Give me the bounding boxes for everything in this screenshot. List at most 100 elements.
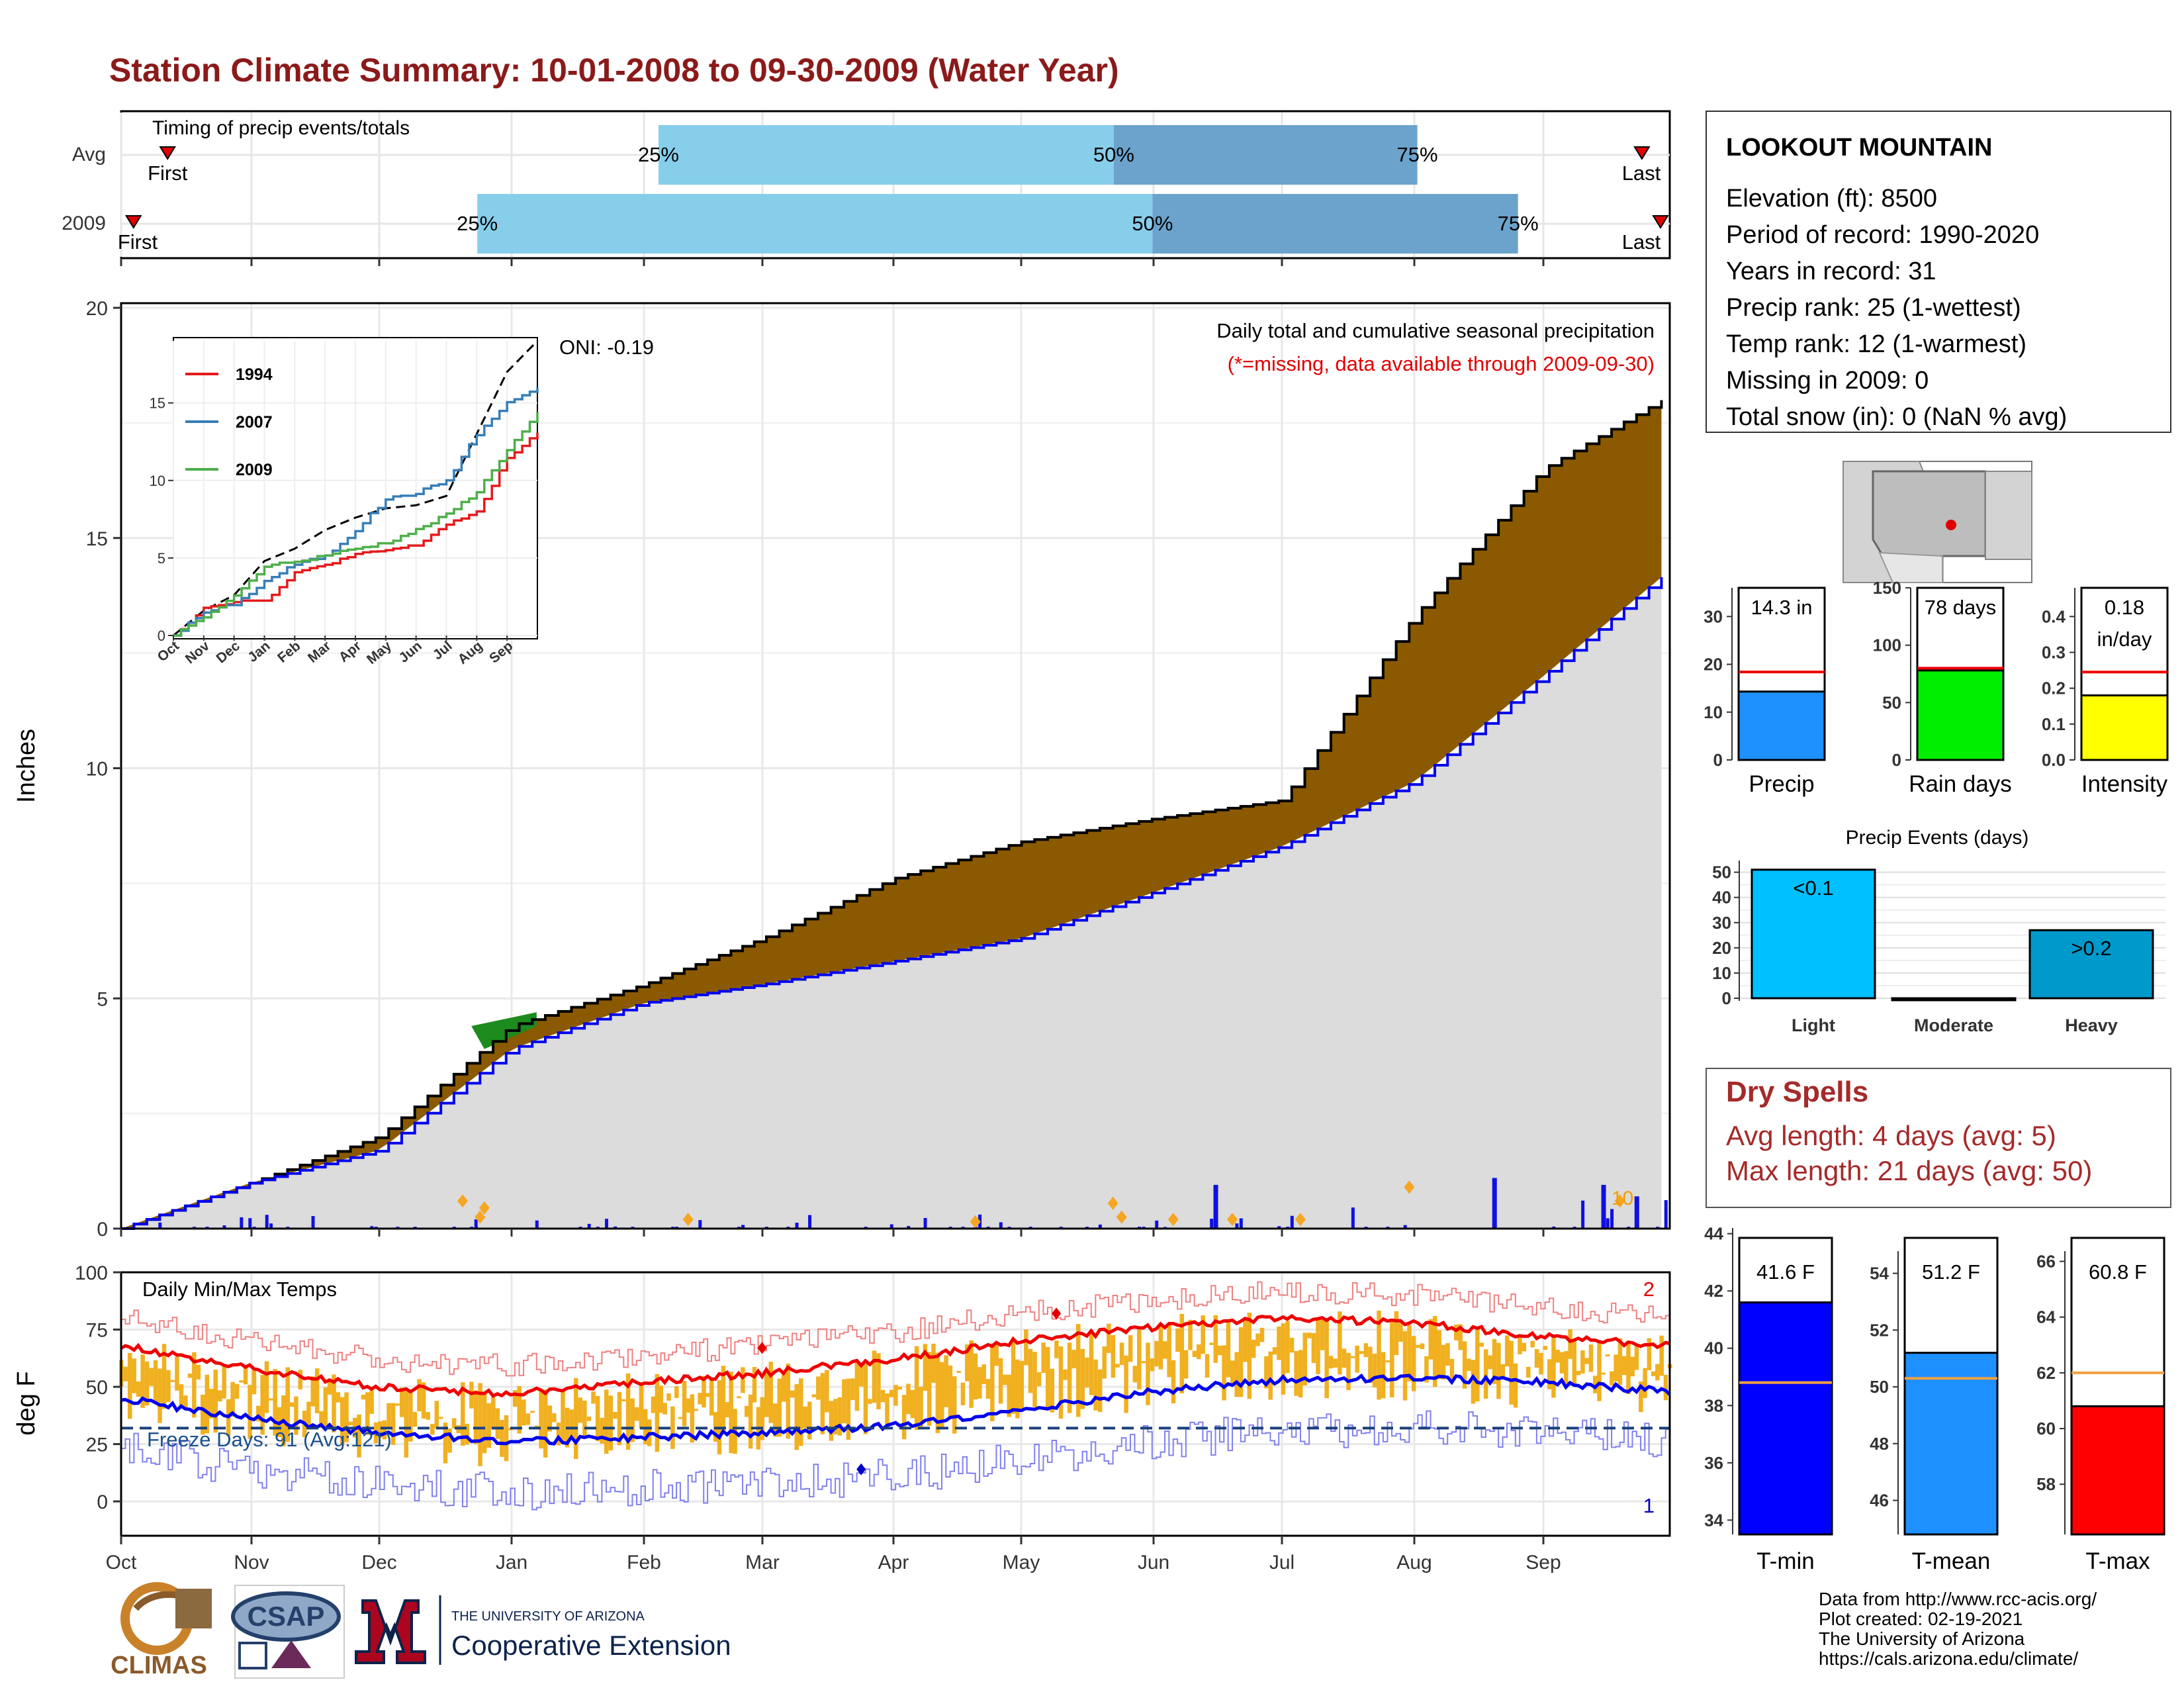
daily-temp-range-bar [1398, 1321, 1403, 1342]
daily-temp-range-bar [651, 1396, 656, 1413]
mini-bar-value-label-2: in/day [2097, 628, 2152, 651]
daily-temp-range-bar [209, 1388, 214, 1419]
daily-temp-range-bar [1167, 1325, 1171, 1378]
timing-label-25: 25% [457, 212, 498, 235]
daily-temp-range-bar [1530, 1340, 1535, 1348]
daily-precip-bar [265, 1215, 269, 1229]
daily-temp-range-bar [1226, 1319, 1231, 1378]
daily-temp-range-bar [1534, 1348, 1539, 1368]
inset-series-line-1994 [173, 432, 539, 637]
mini-bar-value-label: 14.3 in [1751, 596, 1812, 619]
record-marker-icon [757, 1342, 767, 1354]
precip-event-bar-label: >0.2 [2071, 937, 2111, 960]
daily-temp-range-bar [1614, 1354, 1618, 1382]
mini-bar-tick-label: 0.1 [2042, 714, 2066, 734]
daily-temp-range-bar [960, 1382, 966, 1405]
daily-precip-bar [698, 1220, 702, 1229]
daily-temp-range-bar [1551, 1335, 1556, 1398]
daily-temp-range-bar [1445, 1343, 1450, 1366]
daily-temp-range-bar [1243, 1319, 1248, 1362]
daily-temp-range-bar [952, 1376, 957, 1434]
daily-temp-range-bar [395, 1403, 400, 1406]
average-cumulative-area [121, 577, 1662, 1229]
temp-bar-tick-label: 54 [1870, 1264, 1889, 1284]
temp-bar-label: T-max [2085, 1548, 2150, 1574]
daily-temp-range-bar [486, 1403, 491, 1448]
temp-bar-tick-label: 62 [2036, 1363, 2056, 1383]
temp-bar-tick-label: 38 [1704, 1395, 1723, 1415]
daily-temp-range-bar [586, 1416, 592, 1421]
daily-temp-range-bar [931, 1343, 936, 1383]
avg-max-temp-line [120, 1313, 1670, 1398]
daily-temp-range-bar [369, 1390, 374, 1414]
daily-temp-range-bar [561, 1389, 565, 1443]
daily-temp-range-bar [1272, 1347, 1277, 1355]
daily-temp-range-bar [760, 1397, 765, 1440]
daily-temp-range-bar [417, 1379, 422, 1412]
daily-temp-range-bar [1350, 1356, 1355, 1358]
first-event-marker-icon [124, 215, 142, 229]
daily-temp-range-bar [1175, 1328, 1180, 1352]
timing-label-50: 50% [1093, 143, 1134, 166]
mini-bar-tick-label: 0.4 [2042, 606, 2066, 626]
timing-title: Timing of precip events/totals [152, 117, 410, 139]
precip-event-category-label: Heavy [2065, 1015, 2118, 1035]
last-event-marker-icon [1633, 146, 1651, 160]
daily-temp-range-bar [803, 1406, 808, 1429]
daily-temp-range-bar [1179, 1313, 1185, 1393]
daily-temp-range-bar [179, 1384, 184, 1407]
university-of-arizona-logo: THE UNIVERSITY OF ARIZONA Cooperative Ex… [355, 1595, 731, 1665]
daily-temp-range-bar [201, 1394, 205, 1435]
daily-temp-range-bar [613, 1411, 617, 1419]
mini-bar-value-label: 0.18 [2105, 596, 2144, 619]
temp-y-tick-label: 0 [97, 1491, 108, 1513]
daily-temp-range-bar [981, 1364, 986, 1385]
station-elevation: Elevation (ft): 8500 [1726, 185, 1937, 212]
daily-temp-range-bar [1259, 1327, 1265, 1342]
mini-bar-value [1737, 690, 1826, 761]
daily-temp-range-bar [1217, 1345, 1222, 1356]
heavy-event-marker-icon [682, 1213, 694, 1227]
daily-temp-range-bar [306, 1401, 311, 1429]
mini-bar-tick-label: 0 [1892, 750, 1901, 770]
daily-precip-bar [158, 1222, 162, 1229]
daily-temp-range-bar [985, 1379, 991, 1399]
daily-precip-bar [1290, 1215, 1294, 1229]
daily-temp-range-bar [690, 1394, 695, 1443]
daily-temp-range-bar [863, 1364, 868, 1434]
heavy-event-marker-icon [475, 1210, 486, 1224]
daily-temp-range-bar [1264, 1356, 1269, 1389]
station-period: Period of record: 1990-2020 [1726, 221, 2039, 249]
daily-precip-bar [1601, 1184, 1606, 1229]
precip-y-tick-label: 15 [86, 528, 108, 550]
timing-bar-q50-q75 [1113, 125, 1418, 185]
temperature-summary-bars: 34 36 38 40 42 44 41.6 F T-min 46 48 50 52 54 51.2 F T… [1704, 1224, 2165, 1574]
precip-events-chart: Precip Events (days) 0 10 20 30 40 50 <0.1 Ligh… [1712, 827, 2165, 1035]
daily-temp-range-bar [1298, 1350, 1303, 1398]
last-event-label: Last [1622, 230, 1661, 254]
daily-temp-range-bar [175, 1356, 179, 1391]
temp-bar-tick-label: 58 [2036, 1474, 2056, 1494]
daily-temp-range-bar [876, 1353, 881, 1409]
daily-temp-range-bar [717, 1380, 722, 1455]
timing-bar-q50-q75 [1152, 194, 1518, 254]
daily-temp-range-bar [1588, 1344, 1594, 1372]
precip-chart: 0 5 10 15 20 Inches Daily total and cumulati… [13, 298, 1671, 1241]
daily-temp-range-bar [1150, 1358, 1155, 1372]
daily-temp-range-bar [1041, 1342, 1046, 1374]
climas-logo: CLIMAS [111, 1582, 212, 1679]
map-mexico [1878, 551, 1943, 583]
daily-temp-range-bar [1316, 1317, 1320, 1374]
daily-temp-range-bar [1368, 1346, 1373, 1383]
daily-temp-range-bar [1462, 1341, 1467, 1389]
temp-bar-value [1738, 1301, 1833, 1536]
daily-temp-range-bar [451, 1418, 457, 1429]
daily-temp-range-bar [666, 1393, 671, 1401]
season-summary-bars: 0 10 20 30 14.3 in Precip 0 50 100 150 78 days Rain… [1704, 578, 2169, 797]
daily-temp-range-bar [1621, 1356, 1627, 1376]
daily-temp-range-bar [816, 1376, 821, 1400]
daily-temp-range-bar [872, 1350, 877, 1403]
temp-min-label: 1 [1643, 1494, 1655, 1517]
daily-temp-range-bar [1255, 1333, 1260, 1346]
daily-temp-range-bar [1251, 1339, 1256, 1358]
